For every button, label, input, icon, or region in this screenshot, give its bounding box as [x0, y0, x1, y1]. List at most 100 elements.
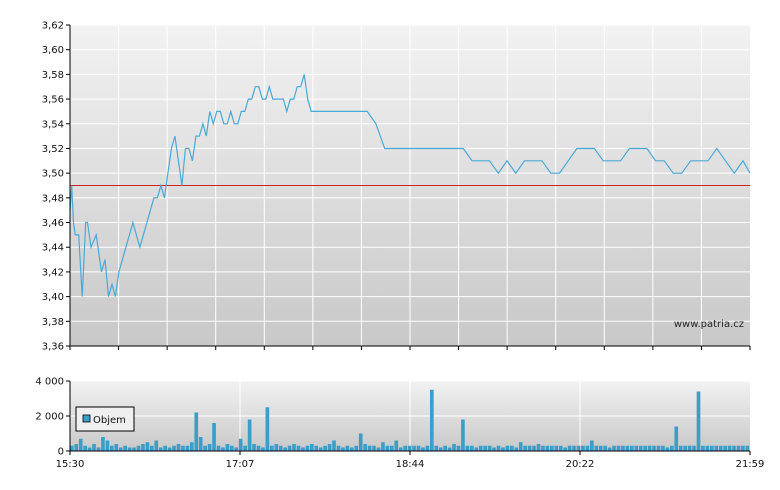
- volume-bar: [714, 445, 719, 451]
- volume-bar: [527, 445, 532, 451]
- volume-bar: [563, 447, 567, 451]
- volume-bar: [381, 442, 385, 451]
- volume-bar: [296, 445, 301, 451]
- volume-bar: [238, 438, 243, 451]
- volume-bar: [336, 445, 341, 451]
- volume-bar: [621, 445, 625, 451]
- volume-bar: [110, 445, 114, 451]
- volume-bar: [710, 445, 714, 451]
- price-y-tick-label: 3,56: [42, 95, 64, 106]
- volume-bar: [358, 433, 363, 451]
- volume-bar: [265, 407, 270, 451]
- volume-bar: [327, 444, 332, 451]
- volume-bar: [612, 445, 616, 451]
- volume-bar: [567, 445, 572, 451]
- volume-bar: [341, 447, 345, 451]
- volume-bar: [616, 445, 621, 451]
- volume-bar: [190, 442, 194, 451]
- volume-bar: [305, 445, 310, 451]
- price-y-tick-label: 3,50: [42, 169, 64, 180]
- volume-bar: [194, 412, 199, 451]
- legend-swatch: [82, 414, 91, 423]
- volume-bar: [74, 444, 79, 451]
- volume-bar: [447, 447, 452, 451]
- volume-bar: [416, 445, 421, 451]
- volume-bar: [376, 447, 381, 451]
- volume-bar: [412, 445, 416, 451]
- volume-bar: [70, 445, 74, 451]
- volume-bar: [643, 445, 647, 451]
- volume-bar: [274, 444, 279, 451]
- volume-bar: [523, 445, 527, 451]
- volume-bar: [92, 444, 96, 451]
- volume-bar: [434, 445, 439, 451]
- watermark: www.patria.cz: [674, 319, 744, 330]
- volume-bar: [607, 447, 612, 451]
- volume-x-axis: 15:30 17:07 18:44 20:22 21:59: [56, 451, 764, 470]
- volume-bar: [101, 437, 105, 451]
- volume-bar: [687, 445, 692, 451]
- volume-bar: [665, 447, 670, 451]
- volume-bar: [518, 442, 523, 451]
- volume-bar: [554, 445, 559, 451]
- volume-bar: [270, 445, 274, 451]
- volume-bar: [314, 445, 319, 451]
- volume-bar: [501, 447, 505, 451]
- x-tick-label: 17:07: [226, 459, 255, 470]
- volume-bar: [598, 445, 603, 451]
- volume-bar: [283, 447, 287, 451]
- volume-bar: [723, 445, 727, 451]
- volume-bar: [292, 444, 296, 451]
- volume-bar: [696, 391, 701, 451]
- volume-bar: [407, 445, 412, 451]
- volume-bar: [318, 447, 323, 451]
- volume-bar: [581, 445, 585, 451]
- volume-bar: [350, 447, 354, 451]
- volume-bar: [87, 447, 92, 451]
- volume-bar: [278, 445, 283, 451]
- volume-bar: [736, 445, 741, 451]
- volume-bar: [354, 445, 359, 451]
- volume-bar: [154, 440, 159, 451]
- volume-bar: [430, 389, 434, 451]
- volume-bar: [470, 445, 474, 451]
- volume-bar: [118, 447, 123, 451]
- volume-bar: [243, 445, 247, 451]
- volume-bar: [136, 445, 141, 451]
- volume-bar: [332, 440, 336, 451]
- volume-bar: [727, 445, 732, 451]
- volume-bar: [425, 445, 430, 451]
- volume-bar: [230, 445, 234, 451]
- volume-bar: [421, 447, 425, 451]
- volume-bar: [510, 445, 514, 451]
- x-tick-label: 15:30: [56, 459, 85, 470]
- volume-bar: [345, 445, 350, 451]
- price-y-tick-label: 3,38: [42, 317, 64, 328]
- volume-bar: [372, 445, 376, 451]
- volume-legend: Objem: [75, 406, 135, 432]
- volume-bar: [203, 445, 207, 451]
- price-y-tick-label: 3,48: [42, 193, 64, 204]
- volume-bar: [474, 447, 479, 451]
- volume-bar: [127, 447, 132, 451]
- volume-bar: [461, 419, 465, 451]
- volume-bar: [114, 444, 119, 451]
- volume-bar: [385, 445, 390, 451]
- volume-bar: [132, 447, 136, 451]
- price-y-axis: 3,36 3,38 3,40 3,42 3,44 3,46 3,48 3,50 3,52 3,54…: [42, 21, 70, 353]
- volume-bar: [256, 445, 261, 451]
- volume-bar: [585, 445, 590, 451]
- volume-bar: [634, 445, 639, 451]
- volume-bar: [705, 445, 710, 451]
- volume-bar: [550, 445, 554, 451]
- price-x-ticks: [69, 346, 751, 350]
- volume-bar: [310, 444, 314, 451]
- price-y-tick-label: 3,46: [42, 218, 64, 229]
- volume-bar: [367, 445, 372, 451]
- volume-bar: [692, 445, 696, 451]
- volume-bar: [163, 445, 167, 451]
- volume-bar: [741, 445, 745, 451]
- volume-bar: [181, 445, 185, 451]
- volume-bar: [167, 447, 172, 451]
- volume-bar: [572, 445, 576, 451]
